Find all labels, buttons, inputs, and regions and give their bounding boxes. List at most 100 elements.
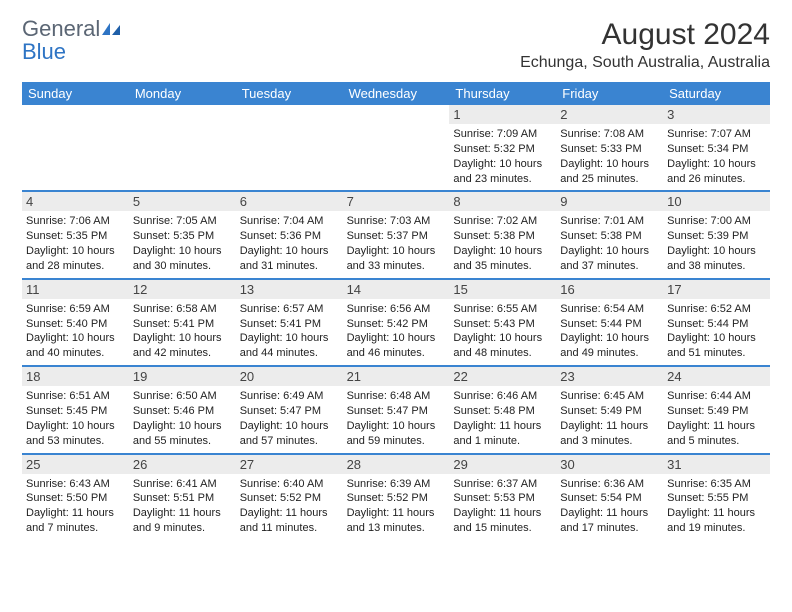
header: General Blue August 2024 Echunga, South …: [22, 18, 770, 72]
day-info: Sunrise: 6:35 AMSunset: 5:55 PMDaylight:…: [667, 477, 766, 536]
day-number: 27: [236, 455, 343, 474]
day-number: 11: [22, 280, 129, 299]
day-cell: 7 Sunrise: 7:03 AMSunset: 5:37 PMDaylight…: [343, 192, 450, 277]
day-info: Sunrise: 6:49 AMSunset: 5:47 PMDaylight:…: [240, 389, 339, 448]
day-info: Sunrise: 6:52 AMSunset: 5:44 PMDaylight:…: [667, 302, 766, 361]
calendar-week-row: 11Sunrise: 6:59 AMSunset: 5:40 PMDayligh…: [22, 280, 770, 367]
day-info: Sunrise: 7:05 AMSunset: 5:35 PMDaylight:…: [133, 214, 232, 273]
day-cell: 12 Sunrise: 6:58 AMSunset: 5:41 PMDayligh…: [129, 280, 236, 365]
day-number: 13: [236, 280, 343, 299]
day-info: Sunrise: 7:03 AMSunset: 5:37 PMDaylight:…: [347, 214, 446, 273]
day-cell: 2 Sunrise: 7:08 AMSunset: 5:33 PMDaylight…: [556, 105, 663, 190]
weekday-label: Wednesday: [343, 82, 450, 105]
day-number: 3: [663, 105, 770, 124]
day-info: Sunrise: 6:45 AMSunset: 5:49 PMDaylight:…: [560, 389, 659, 448]
logo: General Blue: [22, 18, 122, 63]
day-number: 1: [449, 105, 556, 124]
day-cell: 18 Sunrise: 6:51 AMSunset: 5:45 PMDayligh…: [22, 367, 129, 452]
day-cell: 6Sunrise: 7:04 AMSunset: 5:36 PMDaylight…: [236, 192, 343, 277]
empty-day-cell: [236, 105, 343, 190]
day-cell: 24 Sunrise: 6:44 AMSunset: 5:49 PMDayligh…: [663, 367, 770, 452]
day-info: Sunrise: 6:58 AMSunset: 5:41 PMDaylight:…: [133, 302, 232, 361]
day-info: Sunrise: 7:01 AMSunset: 5:38 PMDaylight:…: [560, 214, 659, 273]
day-cell: 5 Sunrise: 7:05 AMSunset: 5:35 PMDaylight…: [129, 192, 236, 277]
day-cell: 1 Sunrise: 7:09 AMSunset: 5:32 PMDaylight…: [449, 105, 556, 190]
day-cell: 15Sunrise: 6:55 AMSunset: 5:43 PMDayligh…: [449, 280, 556, 365]
day-number: 4: [22, 192, 129, 211]
calendar-week-row: 25 Sunrise: 6:43 AMSunset: 5:50 PMDayligh…: [22, 455, 770, 540]
day-info: Sunrise: 7:04 AMSunset: 5:36 PMDaylight:…: [240, 214, 339, 273]
weekday-label: Tuesday: [236, 82, 343, 105]
day-info: Sunrise: 6:51 AMSunset: 5:45 PMDaylight:…: [26, 389, 125, 448]
day-number: 22: [449, 367, 556, 386]
logo-sail-icon: [100, 19, 122, 41]
day-cell: 31 Sunrise: 6:35 AMSunset: 5:55 PMDayligh…: [663, 455, 770, 540]
calendar-week-row: 1 Sunrise: 7:09 AMSunset: 5:32 PMDaylight…: [22, 105, 770, 192]
day-cell: 25 Sunrise: 6:43 AMSunset: 5:50 PMDayligh…: [22, 455, 129, 540]
calendar-week-row: 4 Sunrise: 7:06 AMSunset: 5:35 PMDaylight…: [22, 192, 770, 279]
day-info: Sunrise: 7:06 AMSunset: 5:35 PMDaylight:…: [26, 214, 125, 273]
day-number: 5: [129, 192, 236, 211]
day-cell: 16 Sunrise: 6:54 AMSunset: 5:44 PMDayligh…: [556, 280, 663, 365]
day-cell: 17 Sunrise: 6:52 AMSunset: 5:44 PMDayligh…: [663, 280, 770, 365]
day-info: Sunrise: 6:44 AMSunset: 5:49 PMDaylight:…: [667, 389, 766, 448]
calendar: SundayMondayTuesdayWednesdayThursdayFrid…: [22, 82, 770, 540]
day-cell: 14Sunrise: 6:56 AMSunset: 5:42 PMDayligh…: [343, 280, 450, 365]
day-info: Sunrise: 6:43 AMSunset: 5:50 PMDaylight:…: [26, 477, 125, 536]
weekday-label: Monday: [129, 82, 236, 105]
day-number: 10: [663, 192, 770, 211]
day-info: Sunrise: 6:41 AMSunset: 5:51 PMDaylight:…: [133, 477, 232, 536]
logo-word1: General: [22, 16, 100, 41]
day-info: Sunrise: 6:37 AMSunset: 5:53 PMDaylight:…: [453, 477, 552, 536]
day-number: 28: [343, 455, 450, 474]
day-number: 12: [129, 280, 236, 299]
calendar-body: 1 Sunrise: 7:09 AMSunset: 5:32 PMDaylight…: [22, 105, 770, 540]
empty-day-cell: [343, 105, 450, 190]
day-cell: 28 Sunrise: 6:39 AMSunset: 5:52 PMDayligh…: [343, 455, 450, 540]
day-cell: 29 Sunrise: 6:37 AMSunset: 5:53 PMDayligh…: [449, 455, 556, 540]
day-info: Sunrise: 6:50 AMSunset: 5:46 PMDaylight:…: [133, 389, 232, 448]
logo-word2: Blue: [22, 39, 66, 64]
weekday-label: Thursday: [449, 82, 556, 105]
day-number: 15: [449, 280, 556, 299]
day-number: 25: [22, 455, 129, 474]
day-info: Sunrise: 7:09 AMSunset: 5:32 PMDaylight:…: [453, 127, 552, 186]
day-cell: 23 Sunrise: 6:45 AMSunset: 5:49 PMDayligh…: [556, 367, 663, 452]
empty-day-cell: [22, 105, 129, 190]
day-number: 31: [663, 455, 770, 474]
page-title: August 2024: [520, 18, 770, 52]
weekday-header-row: SundayMondayTuesdayWednesdayThursdayFrid…: [22, 82, 770, 105]
day-number: 29: [449, 455, 556, 474]
day-info: Sunrise: 7:02 AMSunset: 5:38 PMDaylight:…: [453, 214, 552, 273]
day-info: Sunrise: 6:57 AMSunset: 5:41 PMDaylight:…: [240, 302, 339, 361]
day-number: 20: [236, 367, 343, 386]
day-info: Sunrise: 6:56 AMSunset: 5:42 PMDaylight:…: [347, 302, 446, 361]
day-number: 7: [343, 192, 450, 211]
day-number: 16: [556, 280, 663, 299]
day-number: 17: [663, 280, 770, 299]
day-info: Sunrise: 7:08 AMSunset: 5:33 PMDaylight:…: [560, 127, 659, 186]
day-info: Sunrise: 6:36 AMSunset: 5:54 PMDaylight:…: [560, 477, 659, 536]
day-cell: 8Sunrise: 7:02 AMSunset: 5:38 PMDaylight…: [449, 192, 556, 277]
day-info: Sunrise: 6:48 AMSunset: 5:47 PMDaylight:…: [347, 389, 446, 448]
empty-day-cell: [129, 105, 236, 190]
day-cell: 3 Sunrise: 7:07 AMSunset: 5:34 PMDaylight…: [663, 105, 770, 190]
day-number: 23: [556, 367, 663, 386]
day-info: Sunrise: 7:07 AMSunset: 5:34 PMDaylight:…: [667, 127, 766, 186]
day-cell: 4 Sunrise: 7:06 AMSunset: 5:35 PMDaylight…: [22, 192, 129, 277]
day-info: Sunrise: 6:39 AMSunset: 5:52 PMDaylight:…: [347, 477, 446, 536]
day-cell: 9 Sunrise: 7:01 AMSunset: 5:38 PMDaylight…: [556, 192, 663, 277]
day-info: Sunrise: 6:54 AMSunset: 5:44 PMDaylight:…: [560, 302, 659, 361]
day-number: 2: [556, 105, 663, 124]
day-number: 9: [556, 192, 663, 211]
weekday-label: Friday: [556, 82, 663, 105]
day-info: Sunrise: 6:40 AMSunset: 5:52 PMDaylight:…: [240, 477, 339, 536]
day-number: 24: [663, 367, 770, 386]
day-cell: 10Sunrise: 7:00 AMSunset: 5:39 PMDayligh…: [663, 192, 770, 277]
day-cell: 13 Sunrise: 6:57 AMSunset: 5:41 PMDayligh…: [236, 280, 343, 365]
calendar-week-row: 18 Sunrise: 6:51 AMSunset: 5:45 PMDayligh…: [22, 367, 770, 454]
weekday-label: Saturday: [663, 82, 770, 105]
day-cell: 21Sunrise: 6:48 AMSunset: 5:47 PMDayligh…: [343, 367, 450, 452]
day-number: 18: [22, 367, 129, 386]
day-number: 30: [556, 455, 663, 474]
